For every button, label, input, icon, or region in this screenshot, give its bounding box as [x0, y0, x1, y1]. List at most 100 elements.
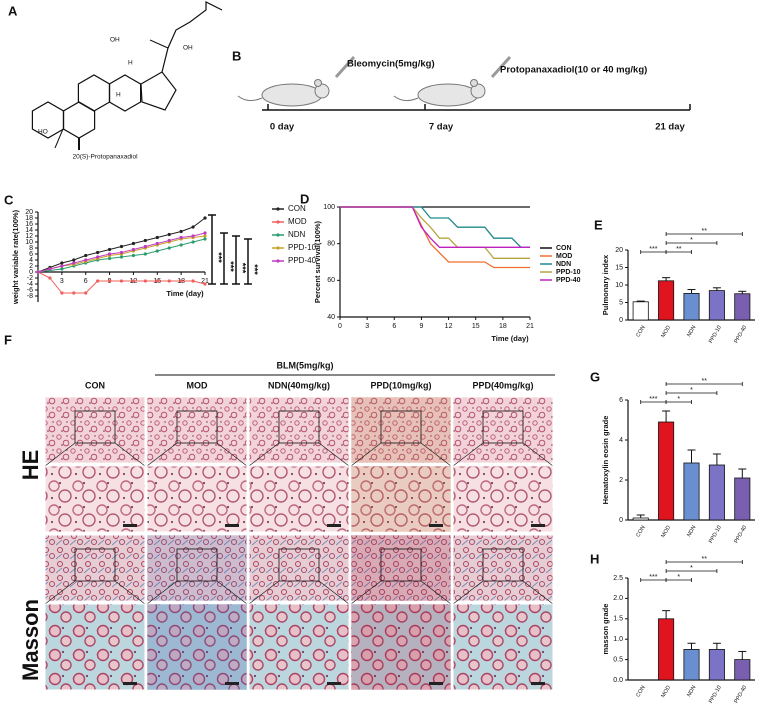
mouse-tail	[393, 95, 419, 102]
micrograph	[44, 603, 146, 691]
data-point	[191, 234, 195, 238]
column-header: NDN(40mg/kg)	[268, 380, 330, 390]
y-tick-label: 6	[29, 251, 33, 258]
data-point	[167, 246, 171, 250]
sig-label: *	[677, 396, 680, 403]
micrograph	[452, 465, 554, 533]
zoom-line	[350, 580, 382, 605]
column-header: PPD(10mg/kg)	[370, 380, 431, 390]
bar	[734, 293, 751, 321]
row-label: Masson	[18, 599, 43, 681]
bar	[708, 290, 725, 321]
x-tick-label: CON	[635, 685, 646, 699]
atom-label: OH	[183, 45, 193, 52]
data-point	[60, 261, 64, 265]
bar	[683, 462, 700, 521]
zoom-line	[216, 442, 248, 467]
y-tick-label: 0.0	[613, 677, 623, 684]
x-tick-label: CON	[635, 325, 646, 339]
y-tick-label: 14	[25, 227, 33, 234]
x-tick-label: PPD-10	[708, 325, 723, 345]
y-tick-label: -2	[27, 275, 33, 282]
bar	[734, 659, 751, 681]
data-point	[167, 232, 171, 237]
panel-label: H	[590, 551, 599, 566]
data-point	[96, 279, 100, 283]
zoom-line	[522, 580, 554, 605]
y-tick-label: 8	[29, 245, 33, 252]
data-point	[143, 244, 147, 249]
y-tick-label: 10	[25, 239, 33, 246]
scale-bar	[429, 524, 443, 527]
legend-marker	[276, 259, 280, 263]
data-point	[60, 264, 64, 268]
zoom-line	[452, 580, 484, 605]
mouse-body	[417, 83, 479, 107]
x-tick-label: PPD-40	[733, 525, 748, 545]
data-point	[203, 234, 207, 238]
y-axis-label: weight variable rate(100%)	[11, 209, 20, 305]
y-axis-label: masson grade	[601, 604, 610, 655]
x-tick-label: 6	[392, 323, 396, 330]
legend-label: MOD	[288, 217, 307, 226]
y-axis-label: Hematoxylin eosin grade	[601, 416, 610, 505]
y-tick-label: 2	[619, 477, 623, 484]
data-point	[179, 279, 183, 283]
data-point	[84, 291, 88, 295]
data-point	[155, 279, 159, 283]
zoom-line	[420, 580, 452, 605]
data-point	[203, 216, 207, 220]
series-line	[340, 206, 530, 248]
inset-box	[176, 410, 218, 444]
bar	[632, 517, 649, 521]
data-point	[84, 258, 88, 262]
x-tick-label: MOD	[660, 525, 672, 539]
y-tick-label: 1.5	[613, 616, 623, 623]
scale-bar	[123, 524, 137, 527]
ring	[140, 71, 177, 111]
micrograph	[248, 603, 350, 691]
inset-box	[74, 548, 116, 582]
data-point	[119, 250, 124, 255]
legend-marker	[276, 233, 280, 237]
stain-tint	[351, 397, 451, 463]
zoom-line	[216, 580, 248, 605]
bar	[708, 649, 725, 681]
y-tick-label: 5	[619, 299, 623, 306]
group-label: BLM(5mg/kg)	[277, 360, 334, 370]
x-tick-label: MOD	[660, 685, 672, 699]
legend-label: PPD-10	[556, 269, 581, 276]
y-tick-label: 0	[29, 269, 33, 276]
sig-label: **	[701, 228, 707, 235]
micrograph	[350, 534, 452, 602]
series-line	[340, 206, 530, 248]
drug-label: Protopanaxadiol(10 or 40 mg/kg)	[500, 65, 647, 76]
x-tick-label: NDN	[686, 685, 697, 698]
micrograph	[452, 534, 554, 602]
panel-label: D	[300, 191, 309, 206]
y-tick-label: 40	[327, 314, 335, 321]
data-point	[48, 276, 52, 280]
data-point	[179, 243, 183, 247]
micrograph	[248, 396, 350, 464]
x-tick-label: 18	[499, 323, 507, 330]
sig-label: *	[690, 565, 693, 572]
y-tick-label: 80	[327, 241, 335, 248]
x-tick-label: 12	[445, 323, 453, 330]
x-tick-label: 0	[338, 323, 342, 330]
data-point	[155, 249, 159, 253]
y-tick-label: 4	[29, 257, 33, 264]
zoom-line	[44, 442, 76, 467]
syringe	[334, 55, 356, 79]
x-tick-label: PPD-40	[733, 325, 748, 345]
y-tick-label: 0.5	[613, 656, 623, 663]
caption: 20(S)-Protopanaxadiol	[72, 154, 138, 161]
data-point	[48, 267, 52, 271]
sig-label: ***	[649, 574, 657, 581]
y-tick-label: -6	[27, 287, 33, 294]
y-tick-label: 2.5	[613, 575, 623, 582]
data-point	[119, 279, 124, 283]
panel-label: A	[8, 3, 18, 18]
